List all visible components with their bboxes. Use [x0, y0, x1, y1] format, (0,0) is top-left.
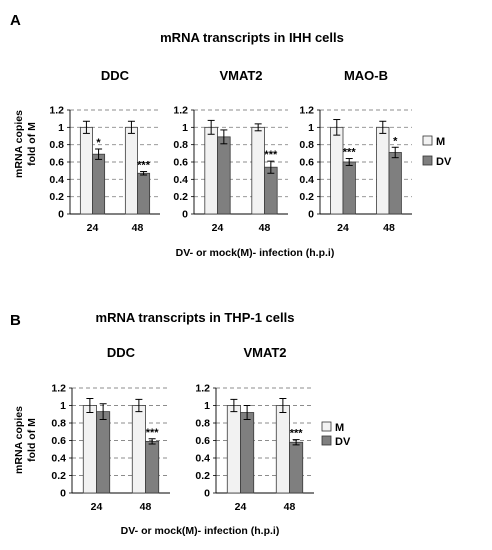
- panel-letter-b: B: [10, 312, 21, 329]
- y-tick-label: 0: [308, 209, 314, 221]
- chart-title-a-mao-b: MAO-B: [344, 68, 388, 83]
- panel-letter-a: A: [10, 12, 21, 29]
- bar-a-mao-b-m-24: [330, 126, 344, 215]
- chart-title-a-ddc: DDC: [101, 68, 130, 83]
- y-tick-label: 0: [58, 209, 64, 221]
- legend-swatch-b-m: [321, 421, 332, 432]
- y-tick-label: 0.2: [299, 191, 314, 203]
- y-tick-label: 1: [58, 122, 64, 134]
- bar-b-vmat2-m-48: [275, 405, 290, 494]
- y-tick-label: 1: [308, 122, 314, 134]
- x-tick-label: 48: [259, 222, 271, 234]
- y-axis-label-a-line2: fold of M: [26, 122, 38, 166]
- legend-label-b-m: M: [335, 422, 344, 434]
- y-tick-label: 1.2: [49, 105, 64, 117]
- y-tick-label: 0.8: [51, 418, 66, 430]
- x-tick-label: 48: [132, 222, 144, 234]
- legend-swatch-a-dv: [422, 155, 433, 166]
- bar-a-vmat2-m-24: [204, 126, 218, 215]
- chart-title-a-vmat2: VMAT2: [219, 68, 262, 83]
- bar-a-vmat2-dv-24: [217, 136, 231, 215]
- y-tick-label: 0.4: [49, 174, 64, 186]
- significance-label: ***: [264, 149, 278, 161]
- y-tick-label: 0: [60, 488, 66, 500]
- y-axis-label-b-line2: fold of M: [26, 418, 38, 462]
- y-tick-label: 0.2: [49, 191, 64, 203]
- chart-title-b-vmat2: VMAT2: [243, 345, 286, 360]
- y-tick-label: 1: [182, 122, 188, 134]
- bar-b-ddc-dv-48: [145, 440, 160, 494]
- x-tick-label: 24: [91, 501, 103, 513]
- y-axis-label-b-line1: mRNA copies: [13, 406, 25, 474]
- panel-title-b: mRNA transcripts in THP-1 cells: [96, 310, 295, 325]
- bar-a-mao-b-dv-48: [388, 152, 402, 215]
- bar-b-vmat2-dv-24: [240, 412, 255, 494]
- legend-swatch-a-m: [422, 135, 433, 146]
- y-tick-label: 0.2: [195, 470, 210, 482]
- significance-label: ***: [343, 147, 357, 159]
- y-tick-label: 0.8: [49, 139, 64, 151]
- y-tick-label: 0.4: [51, 453, 66, 465]
- y-tick-label: 1.2: [51, 383, 66, 395]
- bar-charts: DDC 0 0.2 0.4 0.6 0.8 1 1.2 * 24 *** 48 VMAT2 0 0.2 0.4…: [49, 68, 412, 513]
- y-tick-label: 0.8: [195, 418, 210, 430]
- y-tick-label: 0.6: [195, 435, 210, 447]
- bar-a-vmat2-m-48: [251, 126, 265, 215]
- x-tick-label: 24: [212, 222, 224, 234]
- x-tick-label: 48: [383, 222, 395, 234]
- y-tick-label: 0: [182, 209, 188, 221]
- y-axis-label-a-line1: mRNA copies: [13, 110, 25, 178]
- y-tick-label: 0.8: [173, 139, 188, 151]
- significance-label: ***: [290, 428, 304, 440]
- bar-b-ddc-m-24: [82, 405, 97, 494]
- bar-a-mao-b-m-48: [376, 126, 390, 215]
- bar-b-ddc-dv-24: [96, 411, 111, 494]
- x-tick-label: 24: [87, 222, 99, 234]
- y-tick-label: 0.8: [299, 139, 314, 151]
- bar-a-vmat2-dv-48: [264, 166, 278, 215]
- x-tick-label: 24: [235, 501, 247, 513]
- x-tick-label: 48: [140, 501, 152, 513]
- legend-label-a-dv: DV: [436, 156, 452, 168]
- chart-title-b-ddc: DDC: [107, 345, 136, 360]
- y-tick-label: 0.6: [49, 157, 64, 169]
- y-tick-label: 1.2: [173, 105, 188, 117]
- legend-swatch-b-dv: [321, 435, 332, 446]
- y-tick-label: 0.2: [51, 470, 66, 482]
- significance-label: ***: [146, 427, 160, 439]
- x-tick-label: 48: [284, 501, 296, 513]
- bar-a-mao-b-dv-24: [342, 161, 356, 215]
- bar-a-ddc-dv-48: [137, 172, 151, 215]
- y-tick-label: 0.2: [173, 191, 188, 203]
- y-tick-label: 1.2: [195, 383, 210, 395]
- significance-label: *: [96, 137, 101, 149]
- y-tick-label: 1: [60, 400, 66, 412]
- legend-label-b-dv: DV: [335, 436, 351, 448]
- legend-label-a-m: M: [436, 136, 445, 148]
- y-tick-label: 0: [204, 488, 210, 500]
- x-axis-label-b: DV- or mock(M)- infection (h.p.i): [121, 525, 280, 537]
- panel-title-a: mRNA transcripts in IHH cells: [160, 30, 344, 45]
- bar-a-ddc-m-24: [79, 126, 93, 215]
- bar-a-ddc-m-48: [124, 126, 138, 215]
- significance-label: *: [393, 135, 398, 147]
- x-axis-label-a: DV- or mock(M)- infection (h.p.i): [176, 247, 335, 259]
- y-tick-label: 0.6: [299, 157, 314, 169]
- y-tick-label: 0.4: [173, 174, 188, 186]
- y-tick-label: 0.6: [51, 435, 66, 447]
- bar-b-vmat2-dv-48: [289, 441, 304, 494]
- bar-a-ddc-dv-24: [92, 153, 106, 215]
- bar-b-vmat2-m-24: [226, 405, 241, 494]
- y-tick-label: 0.6: [173, 157, 188, 169]
- y-tick-label: 1.2: [299, 105, 314, 117]
- y-tick-label: 0.4: [195, 453, 210, 465]
- y-tick-label: 1: [204, 400, 210, 412]
- y-tick-label: 0.4: [299, 174, 314, 186]
- bar-b-ddc-m-48: [131, 405, 146, 494]
- x-tick-label: 24: [337, 222, 349, 234]
- significance-label: ***: [137, 160, 151, 172]
